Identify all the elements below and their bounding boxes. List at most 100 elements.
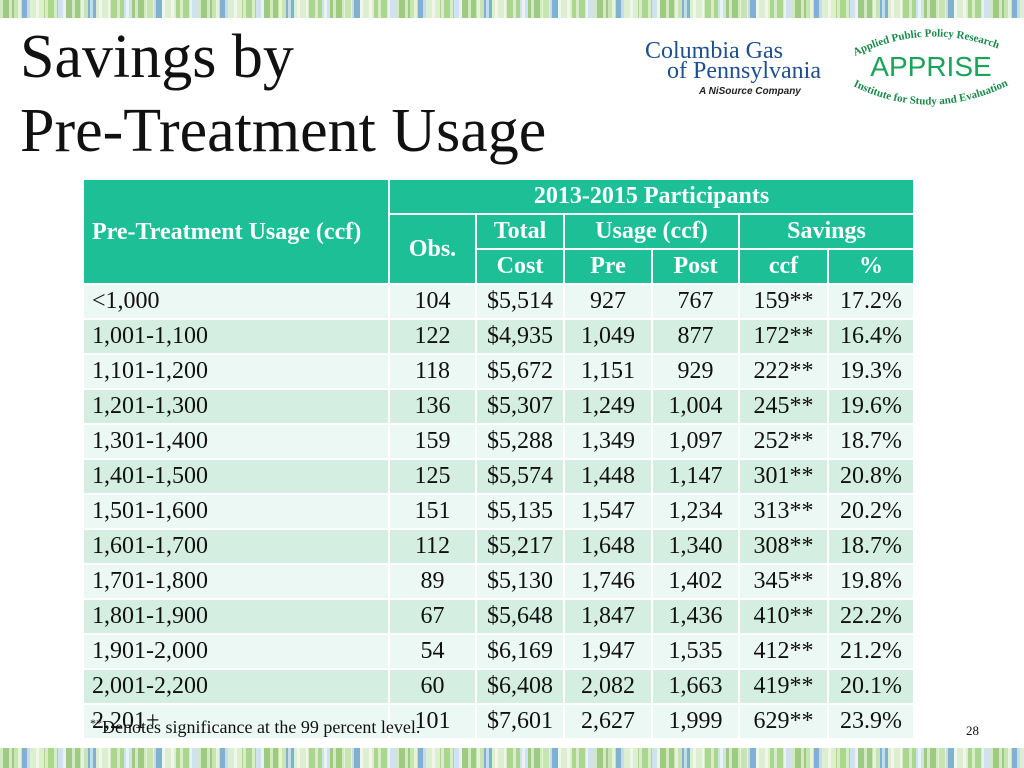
table-cell: 172** [738, 318, 829, 355]
table-cell: 118 [388, 353, 477, 390]
usage-header: Usage (ccf) [563, 213, 740, 250]
table-cell: 1,234 [651, 493, 740, 530]
table-row: 1,001-1,100 122 $4,935 1,049 877 172** 16.4% [82, 318, 916, 355]
table-cell: 2,001-2,200 [82, 668, 390, 705]
table-cell: $5,307 [475, 388, 565, 425]
table-cell: 17.2% [826, 283, 916, 320]
table-cell: $5,135 [475, 493, 565, 530]
table-cell: 159 [388, 423, 477, 460]
table-cell: 1,663 [651, 668, 740, 705]
table-cell: 151 [388, 493, 477, 530]
table-cell: 1,535 [651, 633, 740, 670]
table-cell: 1,547 [563, 493, 653, 530]
table-cell: 245** [738, 388, 829, 425]
table-cell: 252** [738, 423, 829, 460]
table-row: 2,001-2,200 60 $6,408 2,082 1,663 419** 20.1% [82, 668, 916, 705]
table-row: 1,201-1,300 136 $5,307 1,249 1,004 245** 19.6% [82, 388, 916, 425]
post-header: Post [651, 248, 740, 285]
table-cell: 104 [388, 283, 477, 320]
table-cell: 1,448 [563, 458, 653, 495]
pre-header: Pre [563, 248, 653, 285]
table-row: 1,501-1,600 151 $5,135 1,547 1,234 313** 20.2% [82, 493, 916, 530]
table-cell: 20.2% [826, 493, 916, 530]
title-line-2: Pre-Treatment Usage [20, 97, 547, 165]
table-cell: 2,082 [563, 668, 653, 705]
table-cell: 101 [388, 703, 477, 740]
table-cell: 1,436 [651, 598, 740, 635]
table-cell: 2,201+ [82, 703, 390, 740]
table-cell: 19.3% [826, 353, 916, 390]
table-cell: 301** [738, 458, 829, 495]
table-cell: 1,301-1,400 [82, 423, 390, 460]
table-cell: 19.8% [826, 563, 916, 600]
table-cell: 1,249 [563, 388, 653, 425]
table-cell: $7,601 [475, 703, 565, 740]
table-cell: 136 [388, 388, 477, 425]
table-cell: 2,627 [563, 703, 653, 740]
table-cell: 1,049 [563, 318, 653, 355]
table-cell: 89 [388, 563, 477, 600]
table-cell: 112 [388, 528, 477, 565]
table-cell: 1,001-1,100 [82, 318, 390, 355]
table-cell: 18.7% [826, 423, 916, 460]
table-cell: 927 [563, 283, 653, 320]
table-cell: 1,151 [563, 353, 653, 390]
table-cell: 159** [738, 283, 829, 320]
table-cell: 345** [738, 563, 829, 600]
table-cell: 1,097 [651, 423, 740, 460]
table-cell: $5,130 [475, 563, 565, 600]
table-cell: $5,514 [475, 283, 565, 320]
table-cell: 222** [738, 353, 829, 390]
table-cell: 19.6% [826, 388, 916, 425]
table-cell: 629** [738, 703, 829, 740]
decorative-bottom-band [0, 748, 1024, 768]
columbia-logo-tagline: A NiSource Company [699, 86, 801, 97]
table-cell: 1,947 [563, 633, 653, 670]
columbia-gas-logo: Columbia Gas of Pennsylvania A NiSource … [645, 38, 840, 102]
group-header: 2013-2015 Participants [387, 178, 916, 215]
table-cell: $5,574 [475, 458, 565, 495]
table-body: <1,000 104 $5,514 927 767 159** 17.2% 1,001-1,1… [82, 283, 916, 740]
table-row: 1,301-1,400 159 $5,288 1,349 1,097 252** 18.7% [82, 423, 916, 460]
total-cost-header-top: Total [475, 213, 565, 250]
footnote-text: Denotes significance at the 99 percent l… [102, 717, 421, 737]
table-cell: 313** [738, 493, 829, 530]
table-cell: 308** [738, 528, 829, 565]
total-cost-header-bottom: Cost [475, 248, 565, 285]
table-cell: 1,847 [563, 598, 653, 635]
table-cell: 18.7% [826, 528, 916, 565]
table-row: 1,801-1,900 67 $5,648 1,847 1,436 410** 22.2% [82, 598, 916, 635]
table-cell: 1,746 [563, 563, 653, 600]
table-cell: <1,000 [82, 283, 390, 320]
footnote-mark: ** [90, 716, 102, 730]
columbia-logo-line-2: of Pennsylvania [667, 58, 821, 84]
table-cell: $5,288 [475, 423, 565, 460]
table-cell: 1,501-1,600 [82, 493, 390, 530]
table-cell: 1,201-1,300 [82, 388, 390, 425]
columbia-logo-line-1: Columbia Gas [645, 38, 783, 64]
table-cell: 1,402 [651, 563, 740, 600]
table-cell: 60 [388, 668, 477, 705]
table-cell: 54 [388, 633, 477, 670]
table-cell: 1,601-1,700 [82, 528, 390, 565]
table-cell: $4,935 [475, 318, 565, 355]
table-cell: 122 [388, 318, 477, 355]
table-cell: 16.4% [826, 318, 916, 355]
table-row: 1,601-1,700 112 $5,217 1,648 1,340 308** 18.7% [82, 528, 916, 565]
table-cell: 1,101-1,200 [82, 353, 390, 390]
savings-table: Pre-Treatment Usage (ccf) 2013-2015 Part… [82, 178, 916, 740]
table-cell: 1,901-2,000 [82, 633, 390, 670]
table-cell: 67 [388, 598, 477, 635]
table-cell: 412** [738, 633, 829, 670]
table-cell: $5,648 [475, 598, 565, 635]
table-cell: 1,401-1,500 [82, 458, 390, 495]
table-cell: 1,701-1,800 [82, 563, 390, 600]
pct-header: % [826, 248, 916, 285]
table-cell: 21.2% [826, 633, 916, 670]
table-cell: 1,801-1,900 [82, 598, 390, 635]
table-cell: 1,648 [563, 528, 653, 565]
ccf-header: ccf [738, 248, 829, 285]
table-cell: $5,217 [475, 528, 565, 565]
table-cell: 20.8% [826, 458, 916, 495]
table-cell: 929 [651, 353, 740, 390]
